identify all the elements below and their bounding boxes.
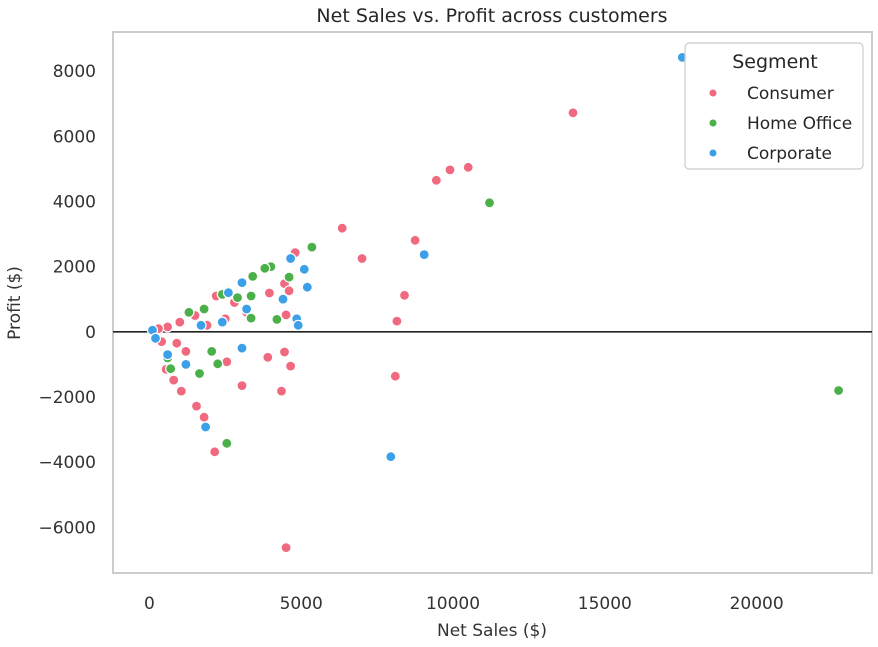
legend-marker-corporate — [708, 148, 718, 158]
y-tick-label: 8000 — [53, 62, 96, 82]
y-tick-label: 4000 — [53, 192, 96, 212]
data-point-corporate — [222, 287, 234, 299]
data-point-consumer — [221, 356, 233, 368]
data-point-corporate — [180, 358, 192, 370]
data-point-consumer — [430, 174, 442, 186]
data-point-home-office — [198, 303, 210, 315]
data-point-corporate — [292, 319, 304, 331]
data-point-home-office — [483, 197, 496, 209]
legend-title: Segment — [732, 51, 818, 73]
data-point-home-office — [245, 312, 257, 324]
data-point-home-office — [245, 290, 257, 302]
legend-marker-consumer — [708, 88, 718, 98]
data-point-home-office — [283, 271, 295, 283]
data-point-home-office — [231, 292, 244, 304]
x-tick-label: 10000 — [426, 594, 480, 614]
data-point-consumer — [409, 234, 421, 246]
data-point-corporate — [241, 303, 253, 315]
legend-box — [684, 42, 864, 170]
data-point-consumer — [278, 346, 291, 358]
chart-title: Net Sales vs. Profit across customers — [316, 5, 667, 27]
data-point-home-office — [271, 313, 283, 325]
data-point-consumer — [168, 374, 180, 386]
x-tick-label: 0 — [144, 594, 155, 614]
data-point-consumer — [209, 446, 221, 458]
data-point-consumer — [391, 315, 403, 327]
data-point-consumer — [198, 411, 210, 423]
y-tick-label: −4000 — [38, 453, 96, 473]
data-point-consumer — [174, 316, 186, 328]
y-tick-label: −2000 — [38, 388, 96, 408]
data-point-corporate — [216, 316, 228, 328]
data-point-corporate — [236, 342, 248, 354]
data-point-consumer — [398, 289, 411, 301]
data-point-corporate — [195, 319, 207, 331]
data-point-home-office — [306, 241, 318, 253]
data-point-consumer — [162, 321, 174, 333]
x-tick-label: 20000 — [730, 594, 784, 614]
data-point-consumer — [236, 380, 248, 392]
data-point-home-office — [247, 270, 259, 282]
x-tick-label: 15000 — [578, 594, 632, 614]
data-point-home-office — [212, 358, 224, 370]
y-tick-label: 6000 — [53, 127, 96, 147]
data-point-consumer — [171, 337, 183, 349]
data-point-consumer — [275, 385, 288, 397]
data-point-consumer — [180, 345, 192, 357]
data-point-consumer — [175, 385, 187, 397]
data-point-home-office — [206, 345, 218, 357]
data-point-consumer — [283, 285, 295, 297]
y-tick-label: 2000 — [53, 258, 96, 278]
y-axis-title: Profit ($) — [5, 266, 25, 340]
data-point-home-office — [259, 262, 271, 274]
data-point-consumer — [567, 107, 579, 119]
data-point-corporate — [162, 349, 174, 361]
legend-marker-home-office — [708, 118, 718, 128]
legend-label-consumer: Consumer — [747, 84, 834, 104]
data-point-consumer — [263, 287, 275, 299]
data-point-consumer — [462, 161, 474, 173]
x-axis-title: Net Sales ($) — [437, 621, 547, 641]
legend-label-home-office: Home Office — [747, 114, 852, 134]
legend-label-corporate: Corporate — [747, 144, 832, 164]
data-point-home-office — [165, 363, 177, 375]
data-point-corporate — [285, 252, 297, 265]
data-point-consumer — [280, 541, 292, 554]
data-point-corporate — [298, 263, 310, 275]
data-point-consumer — [190, 400, 203, 412]
data-point-corporate — [200, 421, 212, 433]
data-point-consumer — [285, 360, 297, 372]
legend: Segment Consumer Home Office Corporate — [684, 42, 864, 170]
data-point-corporate — [277, 293, 289, 305]
y-tick-label: 0 — [85, 323, 96, 343]
data-point-corporate — [418, 249, 430, 261]
data-point-consumer — [389, 370, 401, 382]
data-point-consumer — [444, 164, 456, 176]
x-tick-label: 5000 — [280, 594, 323, 614]
data-point-consumer — [336, 222, 348, 234]
data-point-home-office — [832, 384, 845, 397]
data-point-consumer — [356, 252, 368, 265]
data-point-corporate — [385, 451, 397, 463]
data-point-corporate — [301, 281, 313, 293]
y-tick-label: −6000 — [38, 518, 96, 538]
data-point-home-office — [221, 437, 233, 449]
data-point-corporate — [236, 277, 248, 289]
data-point-corporate — [149, 332, 162, 344]
data-point-consumer — [262, 351, 274, 363]
data-point-home-office — [193, 367, 206, 380]
data-point-consumer — [280, 309, 292, 321]
data-point-home-office — [183, 306, 195, 318]
